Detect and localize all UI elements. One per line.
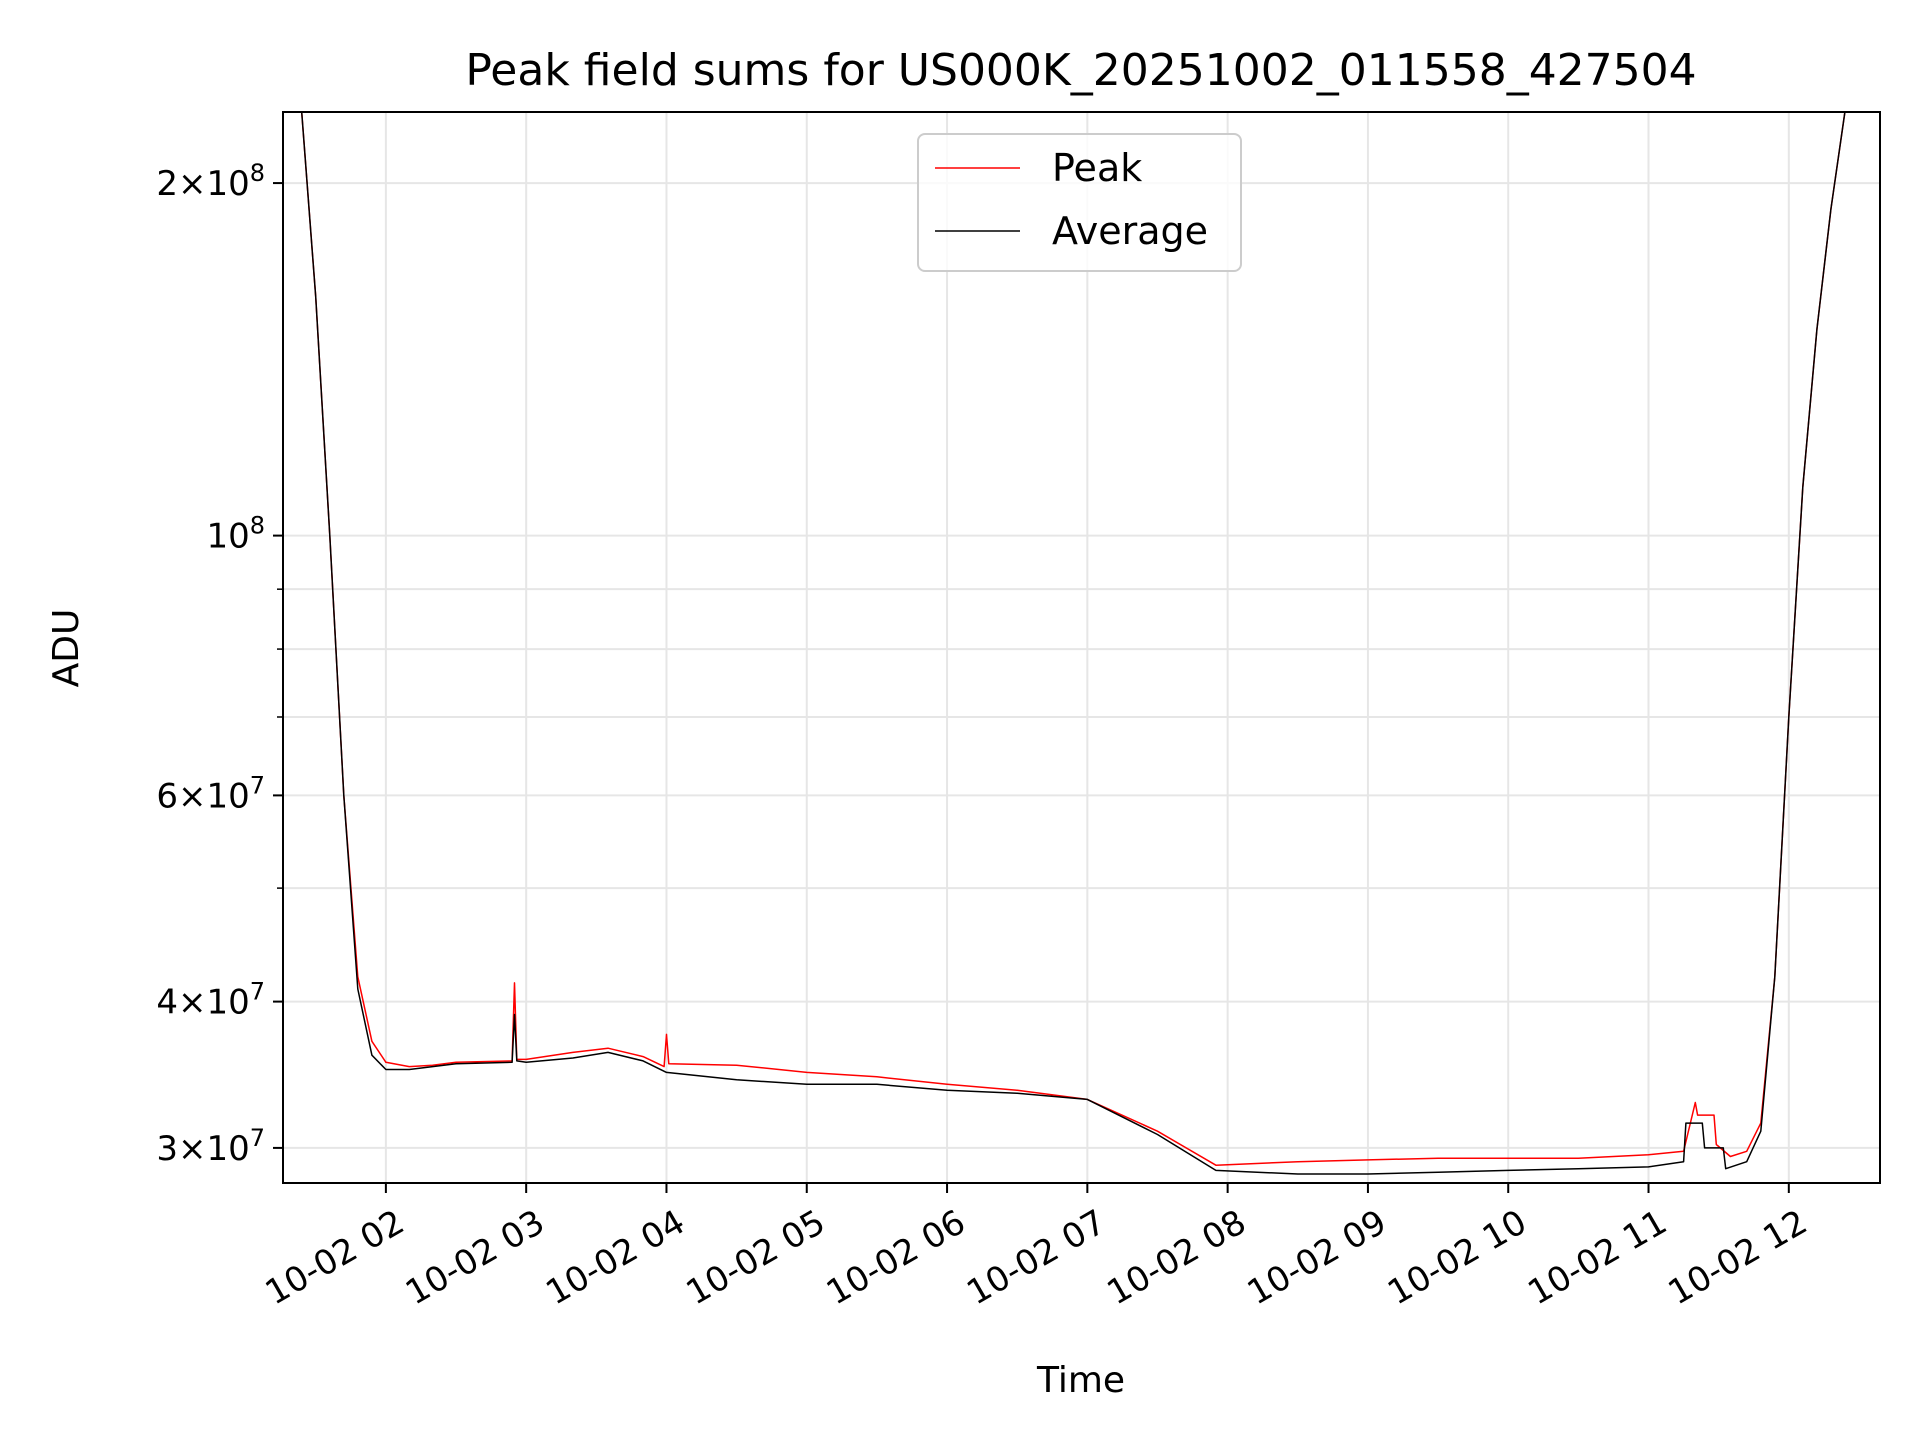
chart-title: Peak field sums for US000K_20251002_0115… (465, 45, 1696, 96)
plot-frame (282, 111, 1881, 1184)
series-line-average (300, 112, 1859, 1175)
grid-lines (283, 112, 1880, 1183)
x-axis-label: Time (1036, 1360, 1125, 1401)
y-tick-label: 108 (206, 512, 265, 557)
legend-label-average: Average (1052, 209, 1208, 253)
plot-area (300, 112, 1859, 1175)
series-layer (300, 112, 1859, 1175)
legend-label-peak: Peak (1052, 146, 1142, 190)
y-tick-label: 2×108 (156, 159, 265, 204)
y-tick-label: 6×107 (156, 771, 265, 816)
y-tick-label: 4×107 (156, 978, 265, 1023)
y-axis-label: ADU (46, 609, 87, 688)
y-tick-label: 3×107 (156, 1124, 265, 1169)
y-axis: 3×107 4×107 6×107 108 2×108 (156, 159, 283, 1169)
series-line-peak (300, 112, 1859, 1166)
legend: Peak Average (917, 133, 1242, 272)
